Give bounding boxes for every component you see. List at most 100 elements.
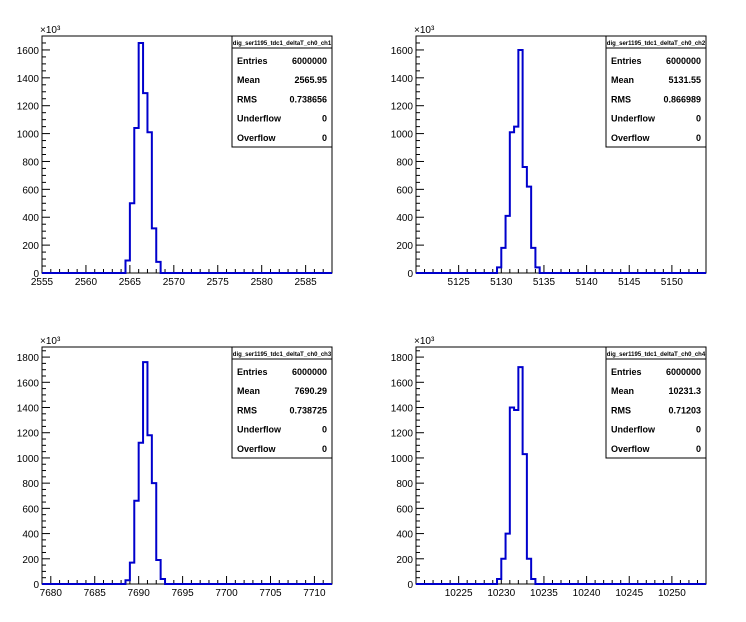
x-tick-label: 10240 bbox=[573, 588, 601, 599]
x-tick-label: 2565 bbox=[119, 277, 142, 288]
stats-value-entries: 6000000 bbox=[292, 56, 327, 66]
x-tick-label: 7710 bbox=[303, 588, 326, 599]
stats-label-overflow: Overflow bbox=[237, 133, 277, 143]
stats-label-entries: Entries bbox=[611, 367, 642, 377]
y-tick-label: 1600 bbox=[17, 378, 40, 389]
stats-value-overflow: 0 bbox=[322, 133, 327, 143]
y-tick-label: 1200 bbox=[391, 102, 414, 113]
stats-value-mean: 2565.95 bbox=[294, 75, 327, 85]
stats-value-underflow: 0 bbox=[696, 425, 701, 435]
histogram-line bbox=[416, 48, 706, 274]
stats-label-underflow: Underflow bbox=[237, 425, 282, 435]
y-tick-label: 1600 bbox=[391, 378, 414, 389]
y-tick-label: 1200 bbox=[391, 429, 414, 440]
y-tick-label: 0 bbox=[33, 580, 39, 591]
y-exponent-label: ×10³ bbox=[40, 336, 61, 347]
stats-label-entries: Entries bbox=[611, 56, 642, 66]
stats-label-mean: Mean bbox=[237, 75, 260, 85]
histogram-panel-4: 10225 10230 10235 10240 10245 10250 0 200 400 600… bbox=[391, 336, 707, 599]
x-tick-label: 7690 bbox=[128, 588, 151, 599]
histogram-bin bbox=[514, 127, 518, 273]
y-tick-label: 200 bbox=[396, 241, 413, 252]
stats-value-mean: 5131.55 bbox=[668, 75, 701, 85]
y-tick-label: 800 bbox=[396, 479, 413, 490]
y-tick-label: 400 bbox=[22, 530, 39, 541]
stats-value-underflow: 0 bbox=[322, 114, 327, 124]
y-tick-label: 1600 bbox=[391, 46, 414, 57]
stats-label-mean: Mean bbox=[237, 386, 260, 396]
stats-box bbox=[231, 35, 333, 148]
y-tick-label: 600 bbox=[22, 185, 39, 196]
histogram-panel-2: 5125 5130 5135 5140 5145 5150 0 200 400 600 800 100… bbox=[391, 25, 707, 288]
x-tick-label: 10250 bbox=[658, 588, 686, 599]
stats-box bbox=[605, 346, 707, 459]
stats-label-rms: RMS bbox=[611, 94, 631, 104]
stats-label-mean: Mean bbox=[611, 75, 634, 85]
x-tick-label: 10245 bbox=[615, 588, 643, 599]
y-tick-label: 200 bbox=[396, 555, 413, 566]
x-tick-label: 7680 bbox=[40, 588, 63, 599]
x-tick-label: 5145 bbox=[618, 277, 641, 288]
x-tick-label: 2585 bbox=[295, 277, 318, 288]
y-tick-label: 800 bbox=[22, 157, 39, 168]
stats-value-entries: 6000000 bbox=[292, 367, 327, 377]
stats-label-rms: RMS bbox=[611, 405, 631, 415]
stats-label-rms: RMS bbox=[237, 94, 257, 104]
stats-label-overflow: Overflow bbox=[237, 444, 277, 454]
stats-label-overflow: Overflow bbox=[611, 444, 651, 454]
stats-value-mean: 10231.3 bbox=[668, 386, 701, 396]
x-tick-label: 5125 bbox=[448, 277, 471, 288]
y-tick-label: 1600 bbox=[17, 46, 40, 57]
y-exponent-label: ×10³ bbox=[414, 336, 435, 347]
x-tick-label: 10235 bbox=[530, 588, 558, 599]
stats-value-overflow: 0 bbox=[696, 444, 701, 454]
y-tick-label: 1400 bbox=[391, 404, 414, 415]
x-tick-label: 5140 bbox=[575, 277, 598, 288]
histogram-panel-1: 2555 2560 2565 2570 2575 2580 2585 0 200 400 600 80… bbox=[17, 25, 333, 288]
y-exponent-label: ×10³ bbox=[40, 25, 61, 36]
y-tick-label: 1200 bbox=[17, 102, 40, 113]
y-tick-label: 1400 bbox=[391, 74, 414, 85]
y-tick-label: 800 bbox=[396, 157, 413, 168]
y-tick-label: 0 bbox=[407, 269, 413, 280]
x-tick-label: 2560 bbox=[75, 277, 98, 288]
x-tick-label: 5130 bbox=[490, 277, 513, 288]
stats-label-entries: Entries bbox=[237, 367, 268, 377]
stats-box bbox=[605, 35, 707, 148]
histogram-line bbox=[416, 366, 706, 585]
x-tick-label: 7700 bbox=[215, 588, 238, 599]
x-tick-label: 7705 bbox=[259, 588, 282, 599]
stats-value-rms: 0.71203 bbox=[668, 405, 701, 415]
y-exponent-label: ×10³ bbox=[414, 25, 435, 36]
stats-value-entries: 6000000 bbox=[666, 367, 701, 377]
y-tick-label: 1200 bbox=[17, 429, 40, 440]
x-tick-label: 5135 bbox=[533, 277, 556, 288]
y-tick-label: 600 bbox=[22, 504, 39, 515]
y-tick-label: 1000 bbox=[391, 130, 414, 141]
x-tick-label: 2575 bbox=[207, 277, 230, 288]
stats-label-mean: Mean bbox=[611, 386, 634, 396]
stats-value-entries: 6000000 bbox=[666, 56, 701, 66]
stats-title: dig_ser1195_tdc1_deltaT_ch0_ch4 bbox=[607, 352, 706, 358]
x-tick-label: 2580 bbox=[251, 277, 274, 288]
stats-box bbox=[231, 346, 333, 459]
y-tick-label: 600 bbox=[396, 504, 413, 515]
y-tick-label: 1800 bbox=[17, 353, 40, 364]
stats-value-overflow: 0 bbox=[322, 444, 327, 454]
x-tick-label: 10230 bbox=[487, 588, 515, 599]
y-tick-label: 1400 bbox=[17, 404, 40, 415]
y-tick-label: 200 bbox=[22, 241, 39, 252]
stats-value-mean: 7690.29 bbox=[294, 386, 327, 396]
y-tick-label: 1000 bbox=[17, 130, 40, 141]
stats-label-overflow: Overflow bbox=[611, 133, 651, 143]
y-tick-label: 400 bbox=[396, 213, 413, 224]
y-tick-label: 1400 bbox=[17, 74, 40, 85]
y-tick-label: 400 bbox=[22, 213, 39, 224]
stats-label-underflow: Underflow bbox=[611, 114, 656, 124]
stats-title: dig_ser1195_tdc1_deltaT_ch0_ch1 bbox=[233, 41, 332, 47]
stats-value-underflow: 0 bbox=[696, 114, 701, 124]
stats-title: dig_ser1195_tdc1_deltaT_ch0_ch2 bbox=[607, 41, 706, 47]
stats-title: dig_ser1195_tdc1_deltaT_ch0_ch3 bbox=[233, 352, 332, 358]
y-tick-label: 600 bbox=[396, 185, 413, 196]
